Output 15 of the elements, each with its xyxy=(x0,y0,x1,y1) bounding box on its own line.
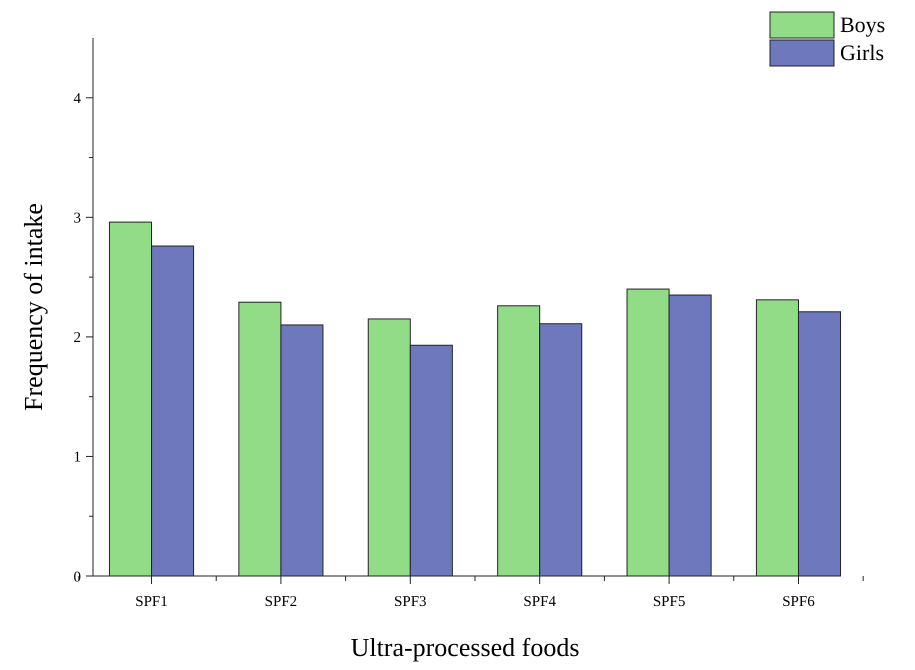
x-tick-label: SPF2 xyxy=(264,594,298,610)
x-tick-label: SPF3 xyxy=(394,594,427,610)
x-tick-label: SPF1 xyxy=(135,594,168,610)
y-tick-label: 4 xyxy=(74,91,82,108)
x-tick-label: SPF5 xyxy=(652,594,686,610)
y-axis-title: Frequency of intake xyxy=(19,203,48,411)
y-tick-label: 0 xyxy=(74,569,81,586)
legend-label: Girls xyxy=(840,40,884,65)
y-tick-label: 1 xyxy=(74,450,81,466)
x-axis-title: Ultra-processed foods xyxy=(350,633,580,662)
x-tick-label: SPF6 xyxy=(782,594,816,610)
y-tick-label: 2 xyxy=(74,330,81,346)
y-tick-label: 3 xyxy=(74,210,81,227)
legend-label: Boys xyxy=(840,12,886,37)
x-tick-label: SPF4 xyxy=(523,594,556,610)
